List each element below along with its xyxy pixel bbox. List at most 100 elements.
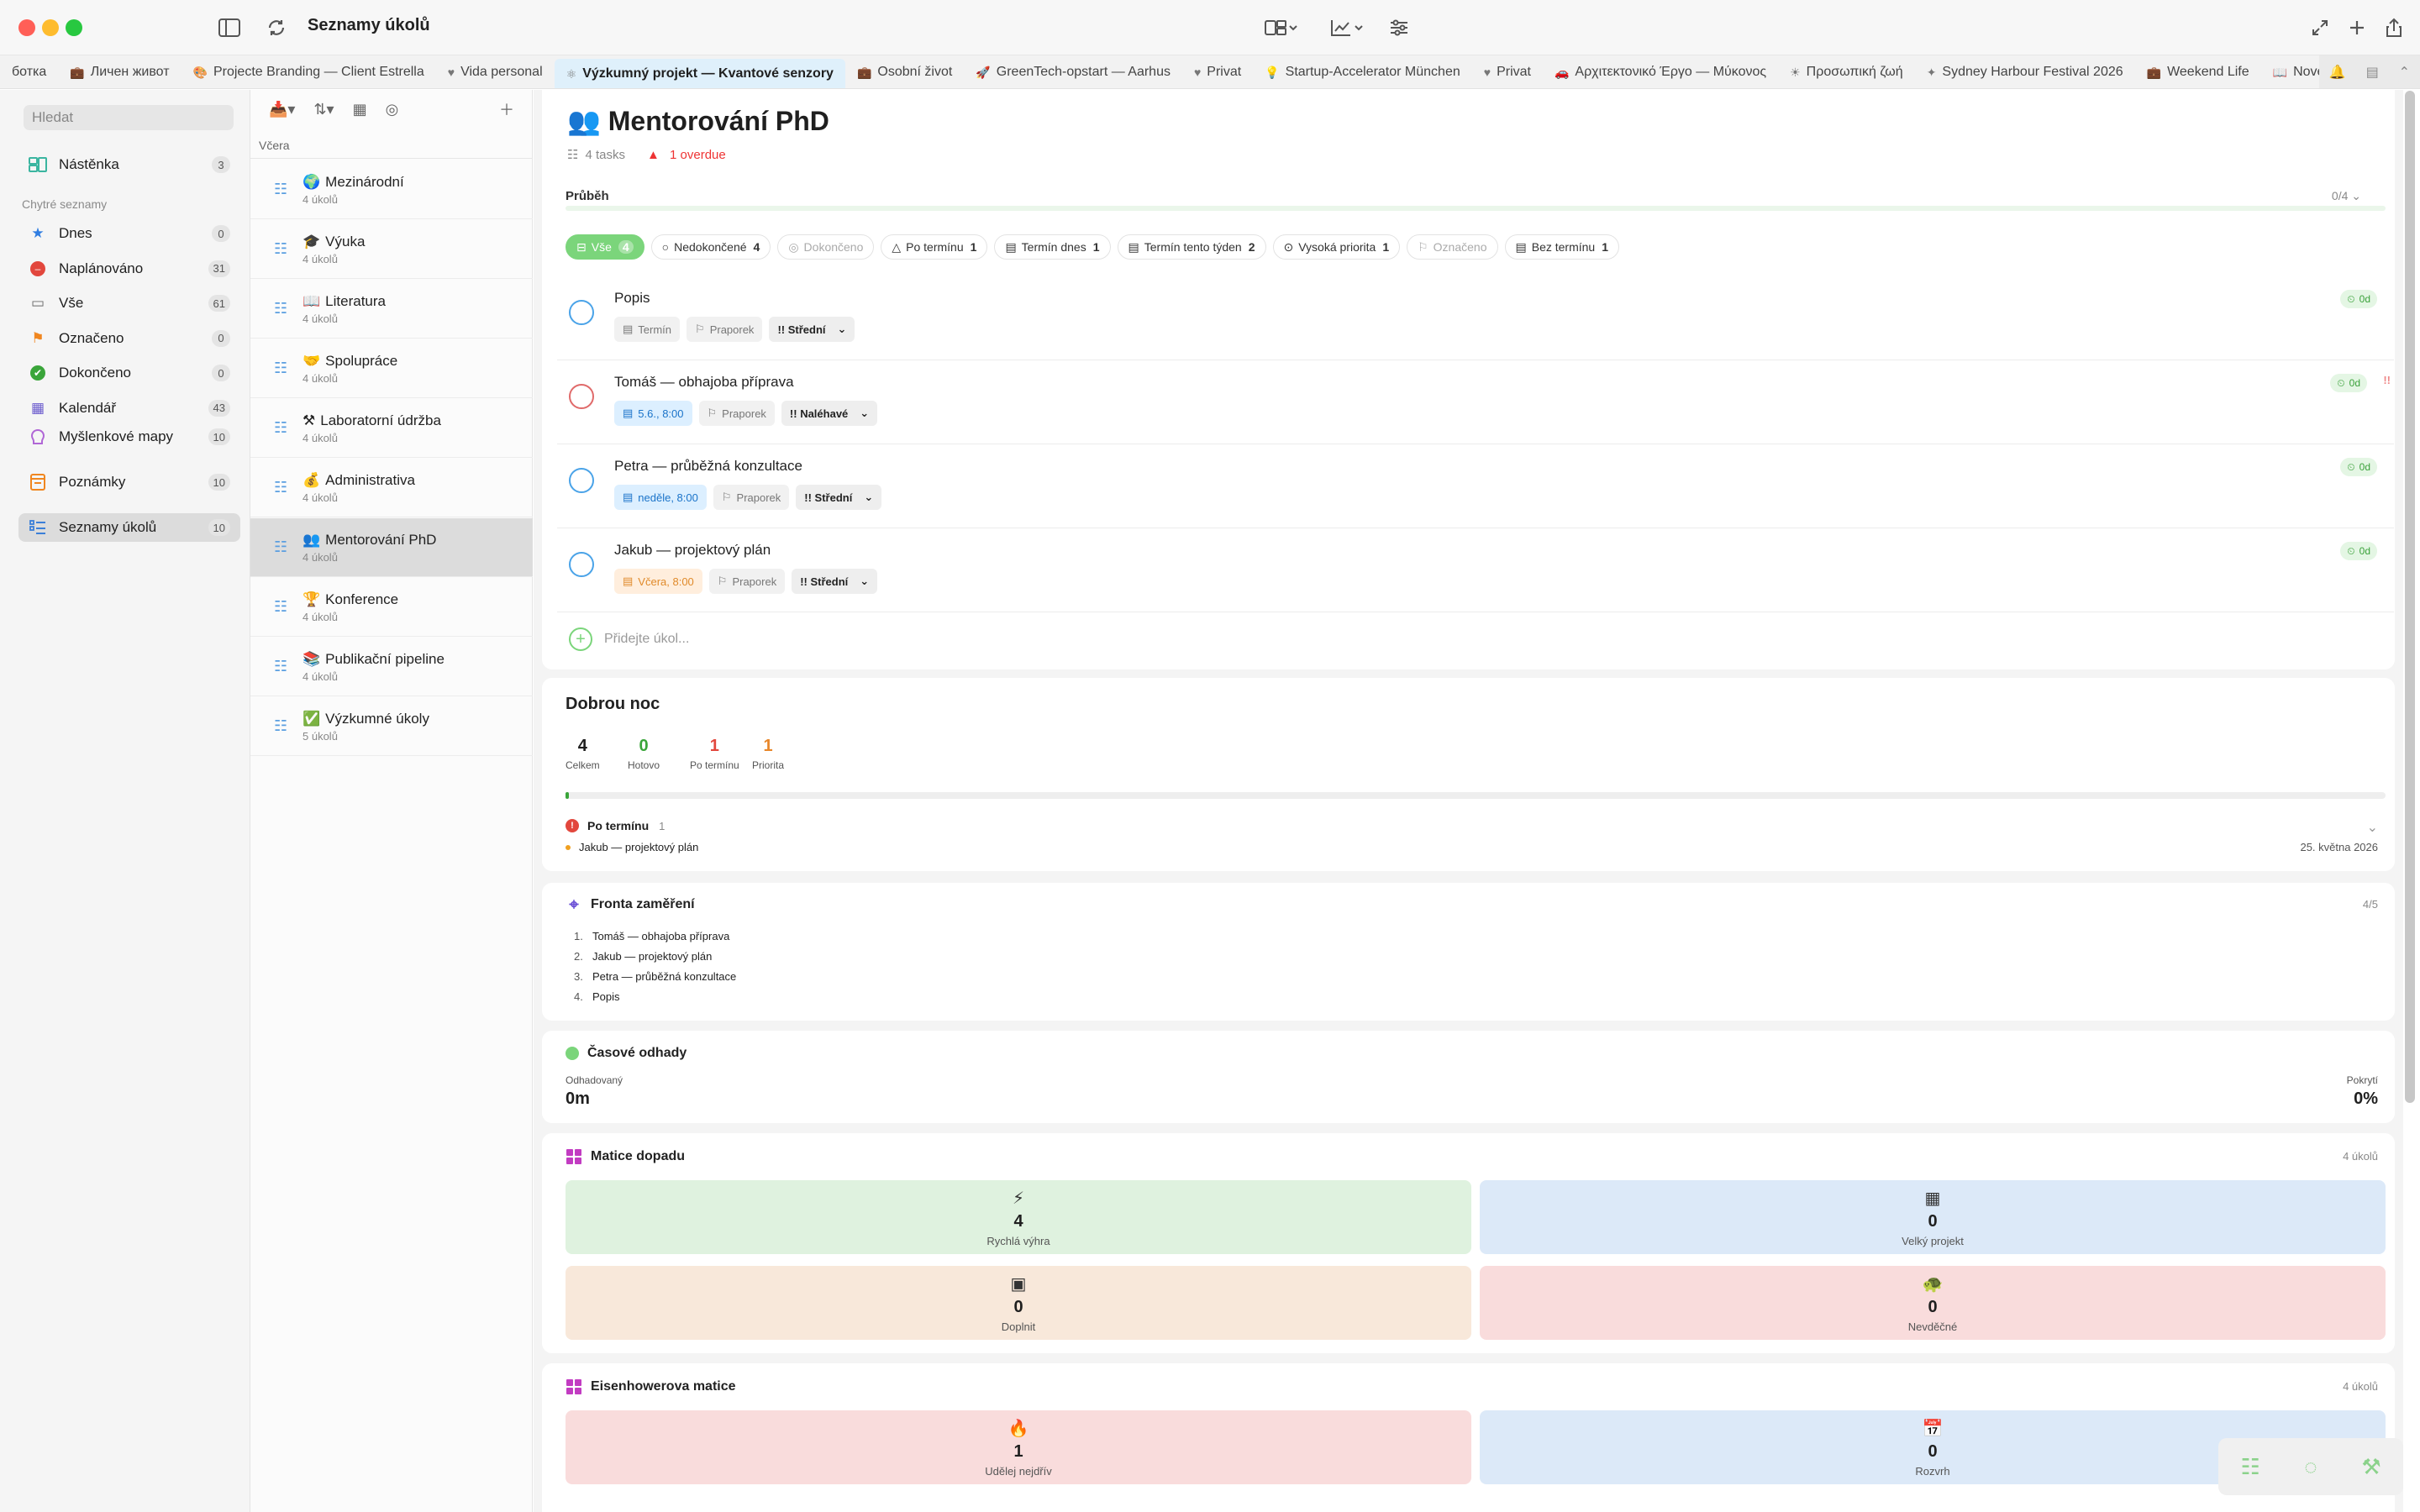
sidebar-item-mindmaps[interactable]: Myšlenkové mapy 10: [18, 423, 240, 451]
sliders-icon[interactable]: [1385, 13, 1413, 42]
chevron-down-icon[interactable]: ⌄: [2366, 821, 2378, 835]
tab-item[interactable]: 📖 Novel Draf: [2261, 55, 2319, 88]
brain-icon[interactable]: ◌: [2304, 1453, 2317, 1479]
filter-chip[interactable]: ▤ Bez termínu 1: [1504, 234, 1620, 260]
task-row[interactable]: Jakub — projektový plán ▤ Včera, 8:00 ⚐ Prap…: [557, 528, 2394, 612]
tab-item[interactable]: ✦ Sydney Harbour Festival 2026: [1915, 55, 2135, 88]
tab-item[interactable]: 🚗 Αρχιτεκτονικό Έργο — Μύκονος: [1543, 55, 1778, 88]
list-item[interactable]: ☷ 🎓 Výuka 4 úkolů: [250, 220, 533, 279]
matrix-cell[interactable]: ▦ 0 Velký projekt: [1480, 1180, 2386, 1254]
chart-menu-icon[interactable]: [1326, 13, 1368, 42]
focus-queue-item[interactable]: 4. Popis: [574, 990, 620, 1003]
sync-icon[interactable]: [262, 13, 291, 42]
tab-item[interactable]: 🚀 GreenTech-opstart — Aarhus: [964, 55, 1182, 88]
focus-queue-item[interactable]: 3. Petra — průběžná konzultace: [574, 970, 736, 983]
sort-icon[interactable]: ⇅▾: [313, 100, 334, 118]
priority-select[interactable]: !! Naléhavé ⌄: [781, 401, 878, 426]
sidebar-item-notes[interactable]: Poznámky 10: [18, 468, 240, 496]
overdue-item[interactable]: Jakub — projektový plán: [566, 841, 698, 853]
sidebar-item-smart[interactable]: ✔ Dokončeno 0: [18, 359, 240, 387]
add-task-row[interactable]: + Přidejte úkol...: [569, 627, 689, 651]
list-item[interactable]: ☷ 📚 Publikační pipeline 4 úkolů: [250, 638, 533, 696]
task-checkbox[interactable]: [569, 384, 594, 409]
new-tab-icon[interactable]: [2344, 13, 2370, 42]
sidebar-item-smart[interactable]: ★ Dnes 0: [18, 219, 240, 248]
matrix-cell[interactable]: ▣ 0 Doplnit: [566, 1266, 1471, 1340]
filter-chip[interactable]: ⚐ Označeno: [1407, 234, 1498, 260]
tab-item[interactable]: 💡 Startup-Accelerator München: [1253, 55, 1472, 88]
reader-icon[interactable]: ▤: [2365, 66, 2379, 80]
list-item[interactable]: ☷ 🏆 Konference 4 úkolů: [250, 578, 533, 637]
close-window-button[interactable]: [18, 19, 35, 36]
focus-queue-item[interactable]: 2. Jakub — projektový plán: [574, 950, 712, 963]
tab-item[interactable]: ♥ Privat: [1182, 55, 1253, 88]
task-row[interactable]: Petra — průběžná konzultace ▤ neděle, 8:00…: [557, 444, 2394, 528]
priority-select[interactable]: !! Střední ⌄: [792, 569, 878, 594]
sidebar-toggle-icon[interactable]: [215, 13, 244, 42]
flag-chip[interactable]: ⚐ Praporek: [687, 317, 763, 342]
layout-menu-icon[interactable]: [1260, 13, 1302, 42]
matrix-cell[interactable]: 🐢 0 Nevděčné: [1480, 1266, 2386, 1340]
search-input[interactable]: Hledat: [24, 105, 234, 130]
flag-chip[interactable]: ⚐ Praporek: [698, 401, 775, 426]
due-date-chip[interactable]: ▤ 5.6., 8:00: [614, 401, 692, 426]
tab-item[interactable]: 💼 Weekend Life: [2135, 55, 2261, 88]
list-item[interactable]: ☷ 📖 Literatura 4 úkolů: [250, 280, 533, 339]
matrix-cell[interactable]: 🔥 1 Udělej nejdřív: [566, 1410, 1471, 1484]
tab-item[interactable]: ♥ Vida personal: [436, 55, 555, 88]
filter-chip[interactable]: ⊙ Vysoká priorita 1: [1272, 234, 1401, 260]
chevron-up-icon[interactable]: ⌃: [2398, 66, 2411, 80]
notification-icon[interactable]: 🔔: [2328, 66, 2346, 80]
priority-select[interactable]: !! Střední ⌄: [769, 317, 855, 342]
tools-icon[interactable]: ⚒: [2361, 1453, 2381, 1479]
filter-chip[interactable]: ○ Nedokončené 4: [650, 234, 771, 260]
zoom-window-button[interactable]: [66, 19, 82, 36]
tab-item[interactable]: ♥ Privat: [1472, 55, 1543, 88]
sidebar-item-smart[interactable]: ▭ Vše 61: [18, 289, 240, 318]
tab-item[interactable]: 💼 Osobní život: [845, 55, 964, 88]
sidebar-item-dashboard[interactable]: Nástěnka 3: [18, 150, 240, 179]
task-row[interactable]: Tomáš — obhajoba příprava ▤ 5.6., 8:00 ⚐ Pra…: [557, 360, 2394, 444]
sidebar-item-smart[interactable]: ▦ Kalendář 43: [18, 394, 240, 423]
filter-chip[interactable]: △ Po termínu 1: [881, 234, 988, 260]
flag-chip[interactable]: ⚐ Praporek: [713, 485, 790, 510]
task-checkbox[interactable]: [569, 552, 594, 577]
list-item[interactable]: ☷ ⚒ Laboratorní údržba 4 úkolů: [250, 399, 533, 458]
tab-item[interactable]: 🎨 Projecte Branding — Client Estrella: [182, 55, 436, 88]
inbox-filter-icon[interactable]: 📥▾: [269, 100, 296, 118]
focus-queue-item[interactable]: 1. Tomáš — obhajoba příprava: [574, 930, 729, 942]
priority-select[interactable]: !! Střední ⌄: [796, 485, 882, 510]
tab-item[interactable]: ботка: [0, 55, 58, 88]
add-list-icon[interactable]: ＋: [499, 102, 514, 118]
matrix-cell[interactable]: ⚡ 4 Rychlá výhra: [566, 1180, 1471, 1254]
tab-item[interactable]: ☀ Προσωπική ζωή: [1778, 55, 1915, 88]
tab-item[interactable]: 💼 Личен живот: [58, 55, 181, 88]
task-checkbox[interactable]: [569, 468, 594, 493]
task-checkbox[interactable]: [569, 300, 594, 325]
overdue-group-header[interactable]: ! Po termínu 1: [566, 819, 665, 832]
sidebar-item-task-lists[interactable]: Seznamy úkolů 10: [18, 513, 240, 542]
list-item[interactable]: ☷ 💰 Administrativa 4 úkolů: [250, 459, 533, 517]
list-item[interactable]: ☷ 🌍 Mezinárodní 4 úkolů: [250, 160, 533, 219]
minimize-window-button[interactable]: [42, 19, 59, 36]
due-date-chip[interactable]: ▤ Termín: [614, 317, 681, 342]
list-item[interactable]: ☷ 🤝 Spolupráce 4 úkolů: [250, 339, 533, 398]
filter-chip[interactable]: ▤ Termín tento týden 2: [1117, 234, 1266, 260]
group-icon[interactable]: ▦: [352, 100, 367, 118]
list-item[interactable]: ☷ 👥 Mentorování PhD 4 úkolů: [250, 518, 533, 577]
progress-count[interactable]: 0/4 ⌄: [2332, 189, 2361, 203]
sidebar-item-smart[interactable]: ⚑ Označeno 0: [18, 324, 240, 353]
due-date-chip[interactable]: ▤ neděle, 8:00: [614, 485, 707, 510]
filter-chip[interactable]: ⊟ Vše 4: [566, 234, 644, 260]
filter-chip[interactable]: ◎ Dokončeno: [777, 234, 875, 260]
fullscreen-icon[interactable]: [2307, 13, 2333, 42]
filter-chip[interactable]: ▤ Termín dnes 1: [994, 234, 1111, 260]
task-row[interactable]: Popis ▤ Termín ⚐ Praporek !! Střední ⌄ ⏲ 0d: [557, 276, 2394, 360]
check-circle-icon[interactable]: ◎: [385, 100, 399, 118]
flag-chip[interactable]: ⚐ Praporek: [708, 569, 786, 594]
due-date-chip[interactable]: ▤ Včera, 8:00: [614, 569, 702, 594]
sidebar-item-smart[interactable]: – Naplánováno 31: [18, 255, 240, 283]
tab-item[interactable]: ⚛ Výzkumný projekt — Kvantové senzory: [554, 59, 845, 88]
main-scrollbar[interactable]: [2405, 91, 2415, 1103]
list-item[interactable]: ☷ ✅ Výzkumné úkoly 5 úkolů: [250, 697, 533, 756]
